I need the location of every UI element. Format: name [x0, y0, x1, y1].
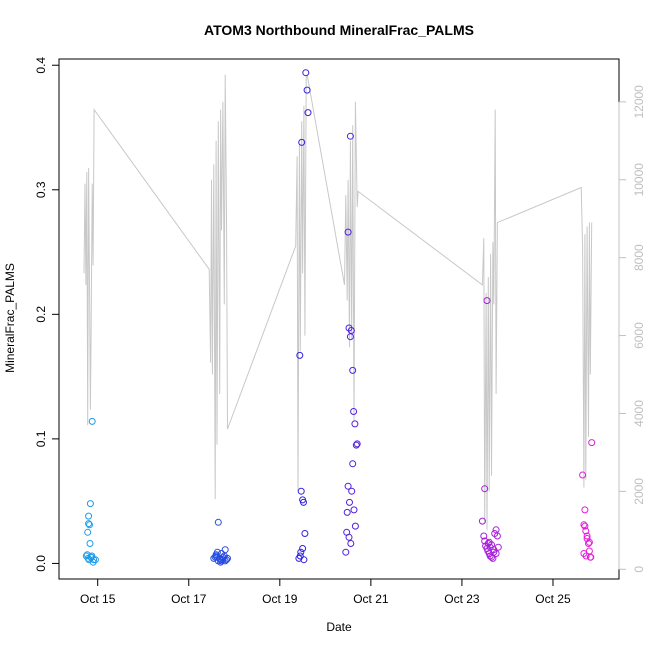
- data-point: [494, 543, 502, 551]
- secondary-series-layer: [83, 74, 593, 531]
- data-point: [303, 86, 311, 94]
- y2-tick-label: 12000: [632, 85, 646, 119]
- data-point: [582, 552, 590, 560]
- data-point: [299, 545, 307, 552]
- data-point: [86, 540, 94, 547]
- data-point: [300, 556, 308, 564]
- data-point: [486, 543, 494, 551]
- x-axis: Oct 15 Oct 17 Oct 19 Oct 21 Oct 23 Oct 25: [80, 578, 571, 606]
- data-point: [221, 546, 229, 554]
- data-point: [344, 482, 352, 490]
- data-point: [579, 471, 587, 479]
- x-tick-label: Oct 21: [353, 592, 389, 606]
- data-point: [213, 553, 221, 561]
- data-point: [297, 487, 305, 495]
- data-point: [349, 460, 357, 468]
- data-point: [348, 487, 356, 495]
- data-point: [214, 518, 222, 526]
- y2-tick-label: 10000: [632, 163, 646, 197]
- data-point: [353, 440, 361, 448]
- data-point: [481, 485, 489, 493]
- y2-tick-label: 0: [632, 566, 646, 573]
- data-point: [85, 520, 93, 528]
- data-point: [346, 333, 354, 341]
- data-point: [91, 556, 99, 564]
- x-axis-label: Date: [326, 620, 352, 634]
- data-point: [346, 132, 354, 140]
- x-tick-label: Oct 19: [262, 592, 298, 606]
- data-point: [296, 552, 304, 560]
- data-point: [86, 500, 94, 508]
- data-point: [352, 441, 360, 449]
- plot-frame: [58, 58, 620, 580]
- data-point: [585, 540, 592, 547]
- y-tick-label: 0.1: [34, 430, 48, 447]
- y2-tick-label: 4000: [632, 400, 646, 427]
- data-point: [218, 550, 225, 557]
- data-point: [343, 508, 351, 516]
- x-tick-label: Oct 15: [80, 592, 116, 606]
- y-tick-label: 0.3: [34, 181, 48, 198]
- data-point: [492, 550, 500, 557]
- x-tick-label: Oct 17: [171, 592, 207, 606]
- chart-title: ATOM3 Northbound MineralFrac_PALMS: [204, 22, 474, 38]
- x-tick-label: Oct 23: [444, 592, 480, 606]
- data-point: [344, 228, 352, 236]
- data-point: [304, 109, 312, 117]
- data-point: [485, 538, 493, 546]
- data-point: [85, 512, 93, 520]
- data-point: [351, 420, 359, 428]
- data-point: [581, 522, 589, 530]
- data-point: [581, 506, 589, 514]
- scatter-points-layer: [82, 69, 596, 566]
- y-axis: 0.0 0.1 0.2 0.3 0.4: [34, 57, 60, 572]
- data-point: [585, 538, 593, 546]
- secondary-series-line: [83, 74, 593, 531]
- y2-tick-label: 8000: [632, 244, 646, 271]
- data-point: [351, 522, 359, 530]
- data-point: [583, 532, 591, 540]
- data-point: [350, 408, 358, 415]
- y-tick-label: 0.2: [34, 306, 48, 323]
- data-point: [297, 548, 305, 556]
- data-point: [587, 553, 595, 561]
- data-point: [580, 521, 588, 529]
- data-point: [84, 528, 92, 536]
- data-point: [349, 366, 357, 374]
- data-point: [350, 506, 358, 514]
- y-tick-label: 0.4: [34, 57, 48, 74]
- data-point: [492, 526, 500, 534]
- data-point: [342, 548, 350, 556]
- data-point: [483, 297, 491, 305]
- data-point: [583, 535, 591, 542]
- data-point: [346, 498, 353, 506]
- x-tick-label: Oct 25: [535, 592, 571, 606]
- data-point: [345, 533, 353, 541]
- data-point: [296, 351, 304, 359]
- y-tick-label: 0.0: [34, 555, 48, 572]
- data-point: [478, 517, 486, 525]
- data-point: [301, 530, 309, 537]
- data-point: [221, 557, 229, 565]
- data-point: [347, 327, 355, 334]
- data-point: [88, 417, 96, 425]
- data-point: [298, 138, 306, 146]
- y2-tick-label: 6000: [632, 322, 646, 349]
- data-point: [223, 556, 230, 564]
- y-axis-right: 0 2000 4000 6000 8000 10000 12000: [618, 85, 646, 573]
- data-point: [347, 540, 355, 547]
- data-point: [300, 498, 307, 506]
- y2-tick-label: 2000: [632, 478, 646, 505]
- data-point: [588, 439, 596, 447]
- data-point: [582, 527, 590, 535]
- data-point: [86, 521, 93, 529]
- y-axis-label: MineralFrac_PALMS: [3, 263, 17, 373]
- data-point: [493, 532, 501, 540]
- data-point: [484, 540, 492, 547]
- data-point: [302, 69, 310, 77]
- data-point: [480, 532, 488, 540]
